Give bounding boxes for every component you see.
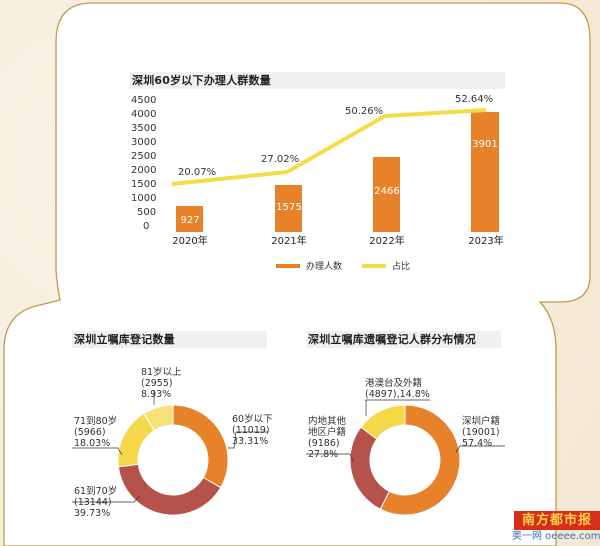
y-tick: 2000 [131, 165, 157, 176]
legend-swatch-bar [276, 263, 300, 268]
legend-label: 办理人数 [306, 262, 343, 272]
slice-count-percent: (4897),14.8% [365, 389, 430, 400]
donut2-label-mainland: 内地其他 地区户籍 (9186) 27.8% [308, 416, 346, 460]
bar-2021 [275, 185, 302, 232]
y-tick: 4500 [131, 95, 157, 106]
line-label: 52.64% [455, 94, 494, 105]
x-tick: 2021年 [271, 236, 307, 247]
donut2-label-shenzhen: 深圳户籍 (19001) 57.4% [462, 416, 500, 449]
bar-chart-title: 深圳60岁以下办理人群数量 [130, 72, 505, 89]
bar-2022 [373, 157, 400, 232]
donut-chart-1-title: 深圳立嘱库登记数量 [72, 331, 267, 348]
slice-label: 地区户籍 [308, 427, 347, 438]
legend-item-ratio: 占比 [362, 259, 410, 272]
slice-label: 71到80岁 [74, 416, 118, 427]
x-tick: 2023年 [468, 236, 504, 247]
legend-label: 占比 [392, 262, 411, 272]
donut1-label-over81: 81岁以上 (2955) 8.93% [141, 367, 182, 400]
slice-count: (11019) [232, 425, 270, 436]
x-tick: 2020年 [172, 236, 208, 247]
slice-label: 深圳户籍 [462, 416, 501, 427]
y-tick: 1000 [131, 193, 157, 204]
slice-percent: 27.8% [308, 449, 339, 460]
slice-count: (19001) [462, 427, 500, 438]
y-tick: 3000 [131, 137, 157, 148]
donut1-label-71to80: 71到80岁 (5966) 18.03% [74, 416, 117, 449]
y-tick: 0 [143, 221, 150, 232]
bar-2020 [176, 206, 203, 232]
donut1-label-61to70: 61到70岁 (13144) 39.73% [74, 486, 117, 519]
bar-value: 2466 [374, 186, 400, 197]
legend-item-count: 办理人数 [276, 259, 342, 272]
slice-percent: 8.93% [141, 389, 172, 400]
percentage-line [171, 108, 487, 186]
line-label: 20.07% [178, 167, 217, 178]
slice-label: 60岁以下 [232, 414, 273, 425]
donut-chart-2-title: 深圳立嘱库遗嘱登记人群分布情况 [306, 331, 501, 348]
line-label: 50.26% [345, 106, 384, 117]
bar-value: 3901 [472, 139, 498, 150]
bar-2023 [471, 112, 499, 232]
donut2-label-hkmo-foreign: 港澳台及外籍 (4897),14.8% [365, 378, 430, 400]
y-tick: 2500 [131, 151, 157, 162]
y-tick: 3500 [131, 123, 157, 134]
slice-percent: 39.73% [74, 508, 111, 519]
slice-label: 港澳台及外籍 [365, 378, 423, 389]
slice-label: 61到70岁 [74, 486, 118, 497]
slice-label: 81岁以上 [141, 367, 182, 378]
x-tick: 2022年 [369, 236, 405, 247]
brand-logo: 南方都市报 [514, 511, 600, 530]
slice-count: (5966) [74, 427, 106, 438]
slice-count: (13144) [74, 497, 112, 508]
slice-percent: 33.31% [232, 436, 269, 447]
y-tick: 1500 [131, 179, 157, 190]
slice-label: 内地其他 [308, 416, 347, 427]
bar-value: 1575 [276, 202, 302, 213]
legend-swatch-line [362, 263, 386, 268]
slice-count: (2955) [141, 378, 173, 389]
slice-percent: 57.4% [462, 438, 493, 449]
donut1-label-under60: 60岁以下 (11019) 33.31% [232, 414, 273, 447]
bar-value: 927 [180, 215, 200, 226]
line-label: 27.02% [261, 154, 300, 165]
y-tick: 4000 [131, 109, 157, 120]
y-tick: 500 [137, 207, 157, 218]
slice-count: (9186) [308, 438, 340, 449]
brand-subtitle: 奥一网 oeeee.com [512, 531, 600, 542]
slice-percent: 18.03% [74, 438, 111, 449]
